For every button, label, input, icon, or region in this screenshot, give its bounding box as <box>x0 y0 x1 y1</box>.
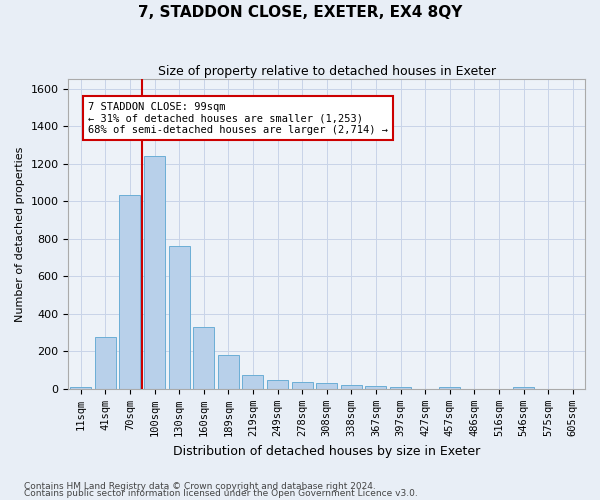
Bar <box>144 156 165 389</box>
Bar <box>95 338 116 389</box>
Bar <box>513 386 534 389</box>
Bar <box>316 384 337 389</box>
Text: Contains public sector information licensed under the Open Government Licence v3: Contains public sector information licen… <box>24 490 418 498</box>
Bar <box>70 387 91 389</box>
Bar <box>292 382 313 389</box>
Bar <box>267 380 288 389</box>
Bar <box>439 386 460 389</box>
Bar <box>218 355 239 389</box>
Bar <box>341 385 362 389</box>
Bar <box>242 375 263 389</box>
Text: Contains HM Land Registry data © Crown copyright and database right 2024.: Contains HM Land Registry data © Crown c… <box>24 482 376 491</box>
Bar <box>390 387 411 389</box>
Title: Size of property relative to detached houses in Exeter: Size of property relative to detached ho… <box>158 65 496 78</box>
Bar <box>193 327 214 389</box>
Text: 7, STADDON CLOSE, EXETER, EX4 8QY: 7, STADDON CLOSE, EXETER, EX4 8QY <box>138 5 462 20</box>
Bar <box>365 386 386 389</box>
Y-axis label: Number of detached properties: Number of detached properties <box>15 146 25 322</box>
Bar <box>169 246 190 389</box>
Bar <box>119 194 140 389</box>
Text: 7 STADDON CLOSE: 99sqm
← 31% of detached houses are smaller (1,253)
68% of semi-: 7 STADDON CLOSE: 99sqm ← 31% of detached… <box>88 102 388 135</box>
X-axis label: Distribution of detached houses by size in Exeter: Distribution of detached houses by size … <box>173 444 481 458</box>
